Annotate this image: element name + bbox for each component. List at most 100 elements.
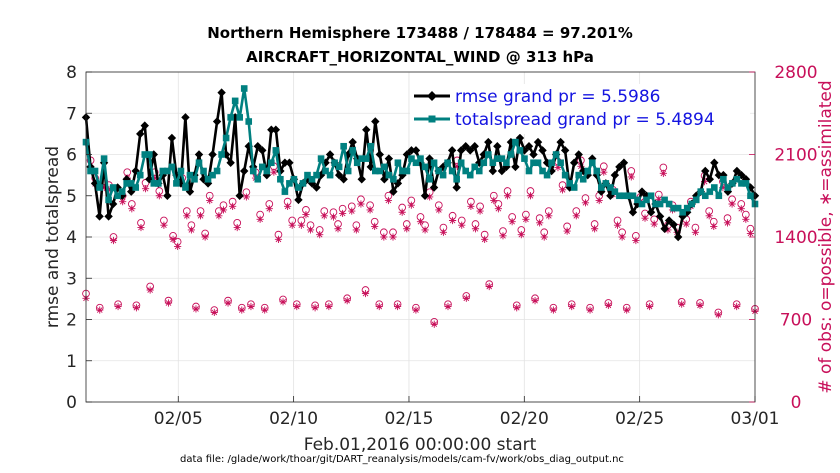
obs-assimilated-point: [678, 301, 685, 308]
obs-assimilated-point: [692, 229, 699, 236]
obs-assimilated-point: [628, 173, 635, 180]
obs-assimilated-point: [710, 223, 717, 230]
obs-assimilated-point: [564, 228, 571, 235]
totalspread-point: [105, 197, 112, 204]
obs-assimilated-point: [641, 215, 648, 222]
totalspread-point: [182, 184, 189, 191]
totalspread-point: [517, 147, 524, 154]
totalspread-point: [291, 176, 298, 183]
totalspread-point: [300, 180, 307, 187]
obs-assimilated-point: [421, 226, 428, 233]
totalspread-point: [648, 192, 655, 199]
totalspread-point: [589, 159, 596, 166]
totalspread-point: [232, 98, 239, 105]
obs-assimilated-point: [536, 219, 543, 226]
obs-assimilated-point: [728, 200, 735, 207]
obs-assimilated-point: [550, 306, 557, 313]
totalspread-point: [453, 176, 460, 183]
totalspread-point: [426, 176, 433, 183]
obs-assimilated-point: [651, 220, 658, 227]
totalspread-point: [345, 168, 352, 175]
obs-assimilated-point: [284, 203, 291, 210]
obs-assimilated-point: [353, 226, 360, 233]
obs-assimilated-point: [234, 224, 241, 231]
obs-assimilated-point: [683, 220, 690, 227]
totalspread-point: [218, 151, 225, 158]
totalspread-point: [245, 118, 252, 125]
obs-assimilated-point: [96, 306, 103, 313]
obs-assimilated-point: [632, 237, 639, 244]
obs-assimilated-point: [435, 206, 442, 213]
obs-assimilated-point: [738, 205, 745, 212]
obs-assimilated-point: [275, 236, 282, 243]
x-tick-label: 02/20: [500, 409, 549, 429]
totalspread-point: [467, 172, 474, 179]
y-tick-label: 2: [66, 311, 77, 331]
obs-assimilated-point: [238, 306, 245, 313]
obs-assimilated-point: [522, 216, 529, 223]
totalspread-point: [146, 151, 153, 158]
obs-assimilated-point: [476, 207, 483, 214]
obs-assimilated-point: [715, 311, 722, 318]
obs-assimilated-point: [197, 212, 204, 219]
obs-assimilated-point: [696, 302, 703, 309]
y-tick-label: 1: [66, 352, 77, 372]
obs-assimilated-point: [408, 202, 415, 209]
chart-title-line2: AIRCRAFT_HORIZONTAL_WIND @ 313 hPa: [246, 48, 594, 66]
obs-assimilated-point: [270, 169, 277, 176]
obs-assimilated-point: [527, 192, 534, 199]
obs-assimilated-point: [531, 297, 538, 304]
obs-assimilated-point: [348, 207, 355, 214]
totalspread-point: [553, 151, 560, 158]
totalspread-point: [743, 180, 750, 187]
totalspread-point: [440, 172, 447, 179]
obs-assimilated-point: [619, 233, 626, 240]
obs-assimilated-point: [183, 212, 190, 219]
obs-assimilated-point: [472, 225, 479, 232]
obs-assimilated-point: [499, 232, 506, 239]
totalspread-point: [169, 164, 176, 171]
obs-assimilated-point: [747, 230, 754, 237]
obs-assimilated-point: [449, 217, 456, 224]
obs-assimilated-point: [261, 306, 268, 313]
y-right-tick-label: 0: [791, 393, 802, 413]
obs-assimilated-point: [362, 290, 369, 297]
x-tick-label: 02/05: [154, 409, 203, 429]
totalspread-point: [458, 159, 465, 166]
legend-totalspread-label: totalspread grand pr = 5.4894: [455, 110, 715, 130]
y-tick-label: 3: [66, 269, 77, 289]
legend-rmse-label: rmse grand pr = 5.5986: [455, 87, 660, 107]
totalspread-point: [327, 172, 334, 179]
obs-assimilated-point: [169, 236, 176, 243]
obs-assimilated-point: [509, 218, 516, 225]
obs-assimilated-point: [160, 222, 167, 229]
obs-assimilated-point: [586, 306, 593, 313]
totalspread-point: [503, 159, 510, 166]
totalspread-point: [349, 147, 356, 154]
totalspread-point: [367, 143, 374, 150]
obs-assimilated-point: [605, 302, 612, 309]
obs-assimilated-point: [742, 216, 749, 223]
obs-assimilated-point: [724, 219, 731, 226]
x-tick-label: 02/15: [384, 409, 433, 429]
obs-assimilated-point: [582, 199, 589, 206]
totalspread-point: [313, 172, 320, 179]
obs-assimilated-point: [192, 305, 199, 312]
x-tick-label: 02/25: [615, 409, 664, 429]
obs-assimilated-point: [518, 231, 525, 238]
obs-assimilated-point: [541, 233, 548, 240]
totalspread-point: [277, 176, 284, 183]
totalspread-point: [720, 176, 727, 183]
obs-assimilated-point: [600, 169, 607, 176]
totalspread-point: [404, 168, 411, 175]
x-tick-label: 02/10: [269, 409, 318, 429]
obs-assimilated-point: [243, 193, 250, 200]
totalspread-point: [223, 135, 230, 142]
totalspread-point: [264, 168, 271, 175]
obs-assimilated-point: [660, 170, 667, 177]
totalspread-point: [119, 188, 126, 195]
totalspread-point: [512, 139, 519, 146]
obs-assimilated-point: [215, 212, 222, 219]
y-tick-label: 0: [66, 393, 77, 413]
totalspread-point: [155, 180, 162, 187]
